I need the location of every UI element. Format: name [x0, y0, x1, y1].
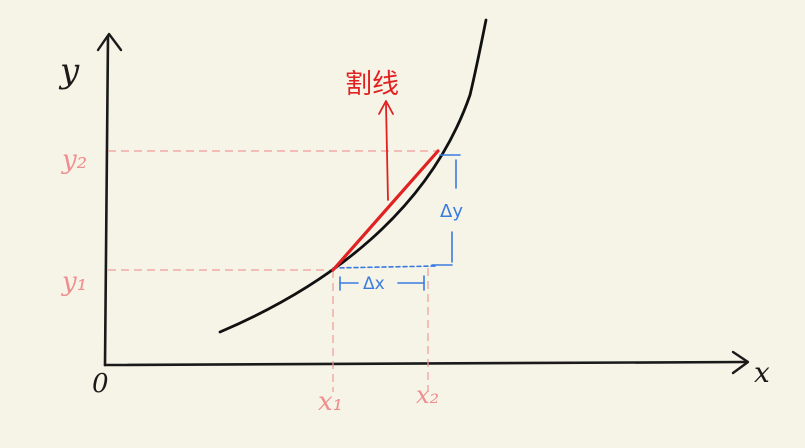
y-axis-arrowhead [96, 32, 123, 52]
delta-x-guide [332, 265, 437, 269]
x1-label: x₁ [318, 387, 343, 417]
secant-pointer-arrowhead [378, 100, 394, 115]
secant-label: 割线 [345, 69, 399, 100]
y-axis-line [103, 34, 110, 367]
secant-line [331, 149, 440, 272]
y2-label: y₂ [61, 145, 87, 175]
y-axis-label: y [58, 51, 80, 91]
delta-x-label: Δx [363, 274, 385, 294]
x-axis-label: x [754, 356, 770, 389]
delta-y-label: Δy [440, 201, 463, 222]
y1-label: y₁ [61, 267, 87, 297]
origin-label: 0 [92, 369, 109, 399]
secant-pointer-shaft [385, 103, 389, 201]
x-axis-line [103, 360, 747, 367]
x2-label: x₂ [416, 381, 439, 409]
x-axis-arrowhead [731, 350, 750, 375]
function-curve [218, 18, 488, 334]
